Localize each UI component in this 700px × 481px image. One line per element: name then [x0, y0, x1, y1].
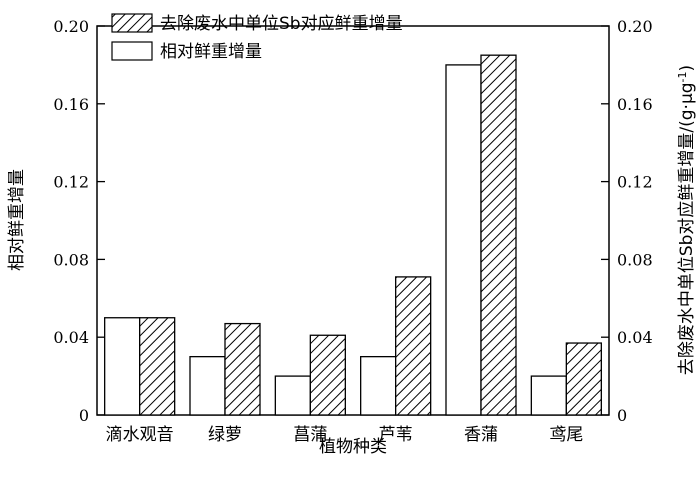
legend-swatch-white	[111, 41, 153, 61]
bar-relative-fresh-weight-4	[445, 64, 482, 416]
category-label: 菖蒲	[293, 425, 327, 445]
bar-per-sb-fresh-weight-0	[139, 317, 176, 416]
left-tick-label: 0	[79, 406, 89, 425]
legend-swatch-hatched	[111, 13, 153, 33]
category-label: 芦苇	[379, 425, 413, 445]
bar-relative-fresh-weight-3	[360, 355, 397, 416]
category-label: 绿萝	[208, 425, 242, 445]
category-label: 香蒲	[464, 425, 498, 445]
left-tick-label: 0.16	[53, 95, 89, 114]
category-label: 滴水观音	[106, 425, 174, 445]
right-tick-label: 0.20	[617, 17, 653, 36]
bar-per-sb-fresh-weight-2	[309, 334, 346, 416]
left-y-axis-ticks: 0 0.04 0.08 0.12 0.16 0.20	[53, 17, 105, 425]
bar-per-sb-fresh-weight-4	[480, 54, 517, 416]
left-tick-label: 0.04	[53, 328, 89, 347]
x-axis-label: 植物种类	[319, 437, 387, 457]
left-tick-label: 0.20	[53, 17, 89, 36]
plot-frame	[96, 25, 610, 416]
bars	[104, 54, 602, 416]
legend: 去除废水中单位Sb对应鲜重增量 相对鲜重增量	[111, 13, 403, 62]
category-label: 鸢尾	[549, 425, 583, 445]
category-labels: 滴水观音 绿萝 菖蒲 芦苇 香蒲 鸢尾	[106, 425, 584, 445]
legend-label-white: 相对鲜重增量	[160, 42, 262, 62]
right-tick-label: 0.16	[617, 95, 653, 114]
bar-relative-fresh-weight-2	[274, 375, 311, 416]
bar-per-sb-fresh-weight-1	[224, 322, 261, 416]
bar-relative-fresh-weight-0	[104, 317, 141, 416]
legend-label-hatched: 去除废水中单位Sb对应鲜重增量	[160, 14, 403, 34]
bar-relative-fresh-weight-1	[189, 355, 226, 416]
right-tick-label: 0	[617, 406, 627, 425]
left-tick-label: 0.12	[53, 173, 89, 192]
right-tick-label: 0.04	[617, 328, 653, 347]
bar-per-sb-fresh-weight-5	[565, 342, 602, 416]
right-tick-label: 0.12	[617, 173, 653, 192]
left-tick-label: 0.08	[53, 250, 89, 269]
y-axis-label: 相对鲜重增量	[7, 169, 27, 271]
bar-per-sb-fresh-weight-3	[395, 276, 432, 416]
right-tick-label: 0.08	[617, 250, 653, 269]
y2-axis-label-close: )	[677, 65, 697, 72]
bar-relative-fresh-weight-5	[530, 375, 567, 416]
y2-axis-label-superscript: -1	[676, 71, 689, 82]
right-y-axis-ticks: 0 0.04 0.08 0.12 0.16 0.20	[601, 17, 653, 425]
y2-axis-label: 去除废水中单位Sb对应鲜重增量/(g·μg-1)	[676, 65, 697, 375]
